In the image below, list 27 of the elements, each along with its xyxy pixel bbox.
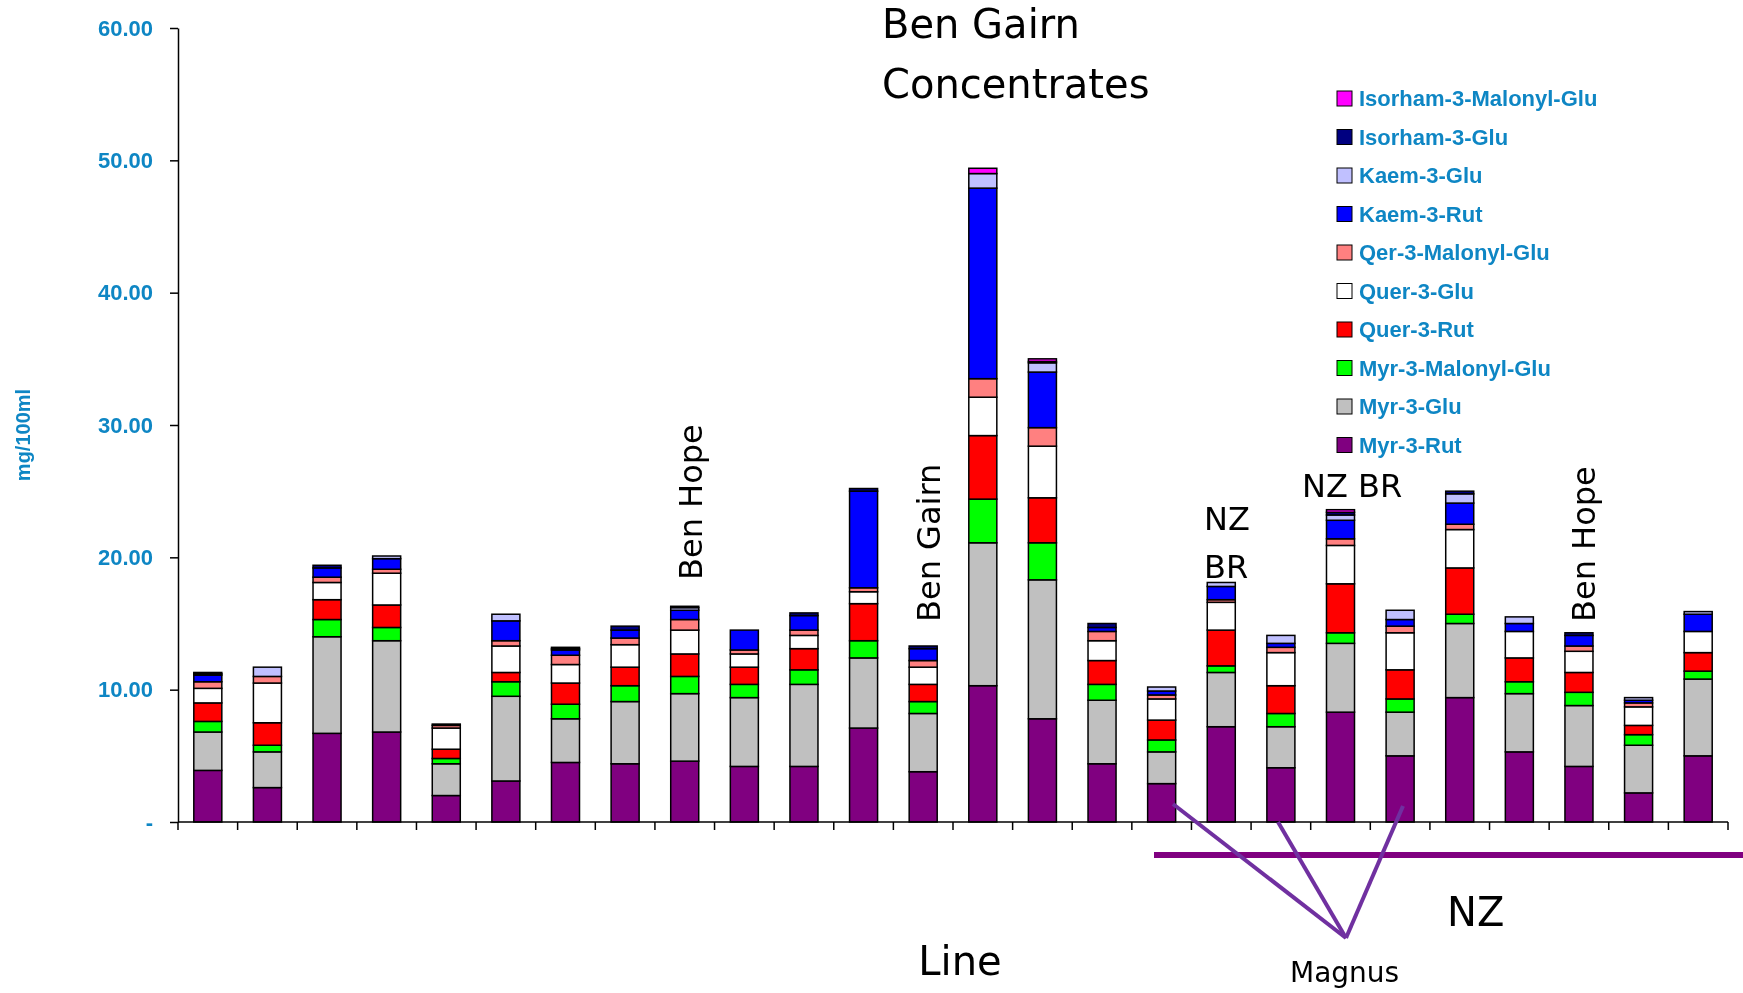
text: Magnus [1290, 956, 1400, 989]
legend-label: Isorham-3-Glu [1359, 124, 1509, 150]
legend-label: Isorham-3-Malonyl-Glu [1359, 86, 1598, 111]
legend-label: Qer-3-Malonyl-Glu [1359, 240, 1550, 265]
legend-label: Quer-3-Rut [1359, 317, 1475, 342]
y-tick-label: 40.00 [97, 280, 153, 306]
y-axis-title: mg/100ml [12, 388, 34, 482]
legend-label: Kaem-3-Glu [1359, 163, 1483, 188]
y-tick-label: 50.00 [97, 147, 153, 173]
legend-label: Myr-3-Glu [1359, 394, 1462, 419]
annotation: Ben Gairn Concentrates [882, 1, 1150, 107]
annotation: Ben Gairn [910, 463, 948, 622]
annotation: Ben Hope [672, 424, 710, 580]
legend-label: Quer-3-Glu [1359, 278, 1474, 304]
x-axis-title: Line [918, 938, 1002, 984]
y-tick-label: - [145, 809, 153, 835]
legend-label: Kaem-3-Rut [1359, 201, 1484, 227]
text: NZ [1447, 889, 1505, 935]
legend-label: Myr-3-Malonyl-Glu [1359, 355, 1551, 381]
annotation: NZ BR [1204, 500, 1250, 586]
y-tick-label: 20.00 [97, 544, 153, 570]
legend-label: Myr-3-Rut [1359, 432, 1463, 458]
y-tick-label: 10.00 [97, 677, 153, 703]
annotation: NZ BR [1302, 467, 1403, 505]
y-tick-label: 60.00 [97, 15, 153, 41]
annotation: Ben Hope [1565, 466, 1603, 622]
y-tick-label: 30.00 [97, 412, 153, 438]
